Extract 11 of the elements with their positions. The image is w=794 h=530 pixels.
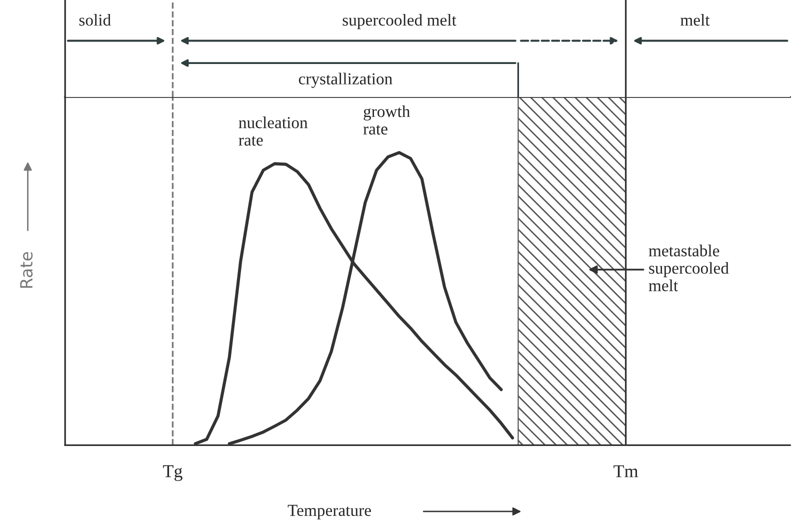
text: supercooled melt: [342, 14, 456, 30]
x-tick-label: Tm: [614, 465, 638, 478]
text: crystallization: [298, 72, 392, 88]
y-axis-title: Rate: [20, 252, 33, 288]
annotation: metastable supercooled melt: [648, 244, 729, 292]
x-axis-title: Temperature: [288, 504, 371, 520]
x-tick-label: Tg: [163, 465, 182, 482]
text: melt: [680, 14, 710, 26]
text: solid: [79, 14, 111, 26]
series-label: growth rate: [363, 105, 410, 135]
series-label: nucleation rate: [238, 116, 308, 146]
